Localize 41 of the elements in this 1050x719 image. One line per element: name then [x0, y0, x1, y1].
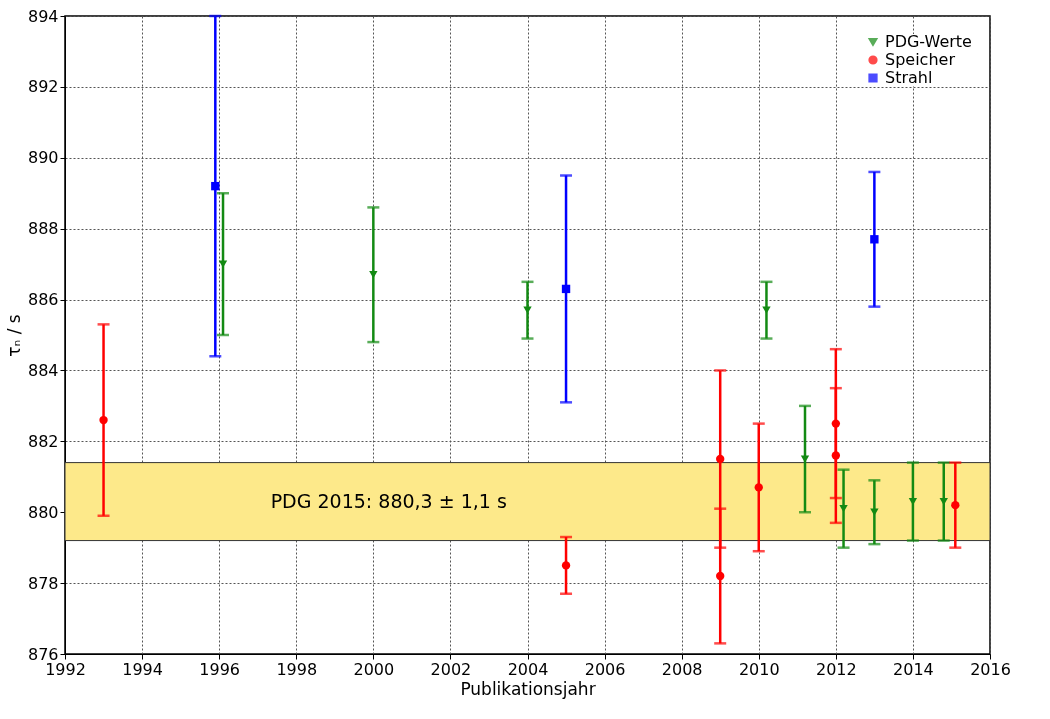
y-tick-label: 894: [27, 6, 59, 26]
point: [831, 419, 841, 428]
point: [561, 284, 571, 294]
point: [716, 571, 725, 581]
legend-label: PDG-Werte: [885, 32, 972, 51]
point: [716, 454, 725, 464]
x-tick-label: 2012: [815, 659, 857, 679]
y-tick-label: 892: [27, 77, 59, 97]
band-label: PDG 2015: 880,3 ± 1,1 s: [270, 489, 507, 512]
point: [762, 306, 771, 314]
y-tick-label: 882: [27, 431, 59, 451]
point: [870, 508, 879, 516]
y-tick-label: 884: [27, 360, 59, 380]
y-tick-label: 890: [27, 148, 59, 168]
y-tick-label: 880: [27, 502, 59, 522]
point: [211, 181, 220, 191]
point: [523, 306, 532, 314]
point: [870, 235, 879, 244]
point: [951, 500, 960, 510]
x-tick-label: 1998: [276, 659, 318, 679]
x-tick-label: 2014: [893, 659, 934, 679]
legend-label: Speicher: [885, 50, 956, 69]
y-tick-label: 878: [27, 573, 59, 593]
x-tick-label: 1994: [122, 659, 163, 679]
x-tick-label: 2006: [584, 659, 626, 679]
x-tick-label: 2000: [353, 659, 395, 679]
x-tick-label: 1996: [199, 659, 241, 679]
x-tick-label: 2004: [507, 659, 549, 679]
x-tick-label: 2016: [970, 659, 1011, 679]
x-tick-label: 2002: [430, 659, 472, 679]
point: [831, 451, 841, 460]
legend-label: Strahl: [885, 68, 933, 87]
y-tick-label: 888: [27, 219, 59, 239]
x-axis-title: Publikationsjahr: [460, 678, 596, 699]
x-tick-label: 2008: [661, 659, 703, 679]
y-tick-label: 886: [27, 290, 59, 310]
point: [561, 561, 571, 570]
point: [99, 415, 108, 425]
point: [754, 483, 763, 492]
x-tick-label: 2010: [738, 659, 780, 679]
y-axis-title: τₙ / s: [3, 314, 24, 357]
